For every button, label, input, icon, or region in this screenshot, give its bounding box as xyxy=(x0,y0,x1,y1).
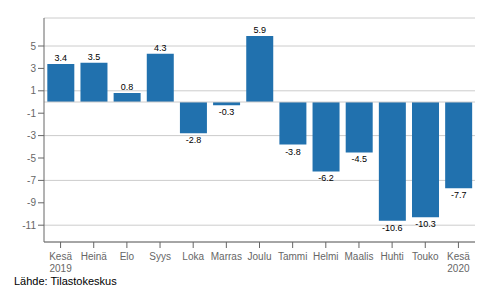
svg-text:Loka: Loka xyxy=(182,251,204,262)
svg-text:5.9: 5.9 xyxy=(253,25,266,35)
svg-text:1: 1 xyxy=(30,85,36,96)
svg-text:-6.2: -6.2 xyxy=(318,173,334,183)
svg-text:Huhti: Huhti xyxy=(380,251,403,262)
svg-text:Touko: Touko xyxy=(412,251,439,262)
svg-text:5: 5 xyxy=(30,41,36,52)
html-text:Lähde: Tilastokeskus: Lähde: Tilastokeskus xyxy=(14,275,117,287)
svg-text:-2.8: -2.8 xyxy=(186,135,202,145)
svg-text:Kesä2020: Kesä2020 xyxy=(447,251,470,274)
svg-text:-3.8: -3.8 xyxy=(285,147,301,157)
svg-text:Heinä: Heinä xyxy=(81,251,108,262)
svg-text:3.5: 3.5 xyxy=(88,52,101,62)
svg-text:-3: -3 xyxy=(27,130,36,141)
svg-text:Elo: Elo xyxy=(120,251,135,262)
svg-text:0.8: 0.8 xyxy=(121,82,134,92)
svg-text:Maalis: Maalis xyxy=(345,251,374,262)
svg-text:-0.3: -0.3 xyxy=(219,107,235,117)
svg-text:-4.5: -4.5 xyxy=(351,154,367,164)
svg-text:Joulu: Joulu xyxy=(248,251,272,262)
svg-text:-5: -5 xyxy=(27,153,36,164)
svg-text:-7: -7 xyxy=(27,175,36,186)
svg-text:-1: -1 xyxy=(27,108,36,119)
svg-text:Helmi: Helmi xyxy=(313,251,339,262)
svg-text:-7.7: -7.7 xyxy=(451,190,467,200)
svg-text:Kesä2019: Kesä2019 xyxy=(49,251,72,274)
svg-text:3.4: 3.4 xyxy=(55,53,68,63)
svg-text:-11: -11 xyxy=(22,220,36,231)
svg-text:-10.6: -10.6 xyxy=(382,223,403,233)
svg-text:Tammi: Tammi xyxy=(278,251,307,262)
svg-text:4.3: 4.3 xyxy=(154,43,167,53)
svg-text:Marras: Marras xyxy=(211,251,242,262)
svg-text:-9: -9 xyxy=(27,197,36,208)
svg-text:Syys: Syys xyxy=(149,251,171,262)
svg-text:3: 3 xyxy=(30,63,36,74)
svg-text:-10.3: -10.3 xyxy=(415,219,436,229)
